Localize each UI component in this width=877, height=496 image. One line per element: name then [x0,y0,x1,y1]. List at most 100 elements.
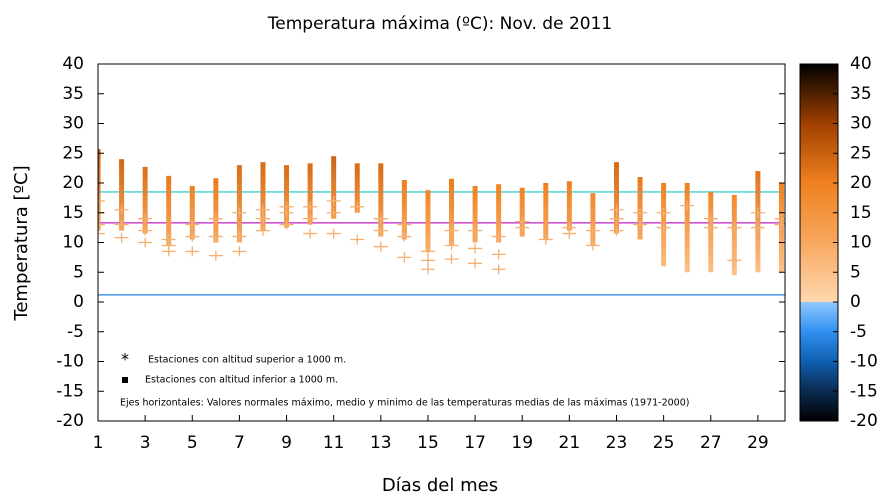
y-tick-label: -15 [56,381,84,401]
plus-marker [255,213,270,224]
plus-marker [185,246,200,257]
colorbar-tick-label: 5 [850,262,861,282]
plus-marker [397,231,412,242]
station-range [260,162,266,231]
plus-marker [232,207,247,218]
y-tick-label: 25 [62,143,84,163]
legend-text: Estaciones con altitud superior a 1000 m… [148,355,346,366]
station-range [755,171,761,273]
plus-marker [397,219,412,230]
plus-marker [491,231,506,242]
station-range [684,183,690,273]
plus-marker [255,204,270,215]
colorbar-tick-label: 25 [850,143,872,163]
x-tick-label: 29 [747,433,769,453]
plus-marker [491,264,506,275]
plus-marker [397,252,412,263]
station-range [307,163,313,225]
plus-marker [326,207,341,218]
plus-marker [727,255,742,266]
plus-marker [326,195,341,206]
plus-marker [727,222,742,233]
station-range [98,149,101,231]
plus-marker [420,255,435,266]
plus-marker [373,241,388,252]
station-range [166,175,172,246]
plus-marker [633,207,648,218]
plus-marker [350,234,365,245]
station-range [425,190,431,252]
x-tick-label: 25 [653,433,675,453]
plus-marker [326,228,341,239]
plus-marker [303,213,318,224]
plus-marker [98,219,105,230]
plus-marker [750,207,765,218]
colorbar-tick-label: 30 [850,114,872,134]
plus-marker [350,201,365,212]
colorbar-tick-label: 20 [850,173,872,193]
x-tick-label: 5 [187,433,198,453]
plus-marker [98,228,105,239]
y-tick-label: 30 [62,114,84,134]
plus-marker [609,225,624,236]
y-tick-label: -5 [67,322,84,342]
station-range [566,181,572,231]
station-range [543,183,549,240]
plus-marker [609,213,624,224]
plus-marker [585,240,600,251]
colorbar-tick-label: -20 [850,411,877,431]
plus-marker [703,222,718,233]
plus-marker [185,219,200,230]
plus-marker [420,246,435,257]
y-tick-label: -10 [56,352,84,372]
plus-marker [161,234,176,245]
plus-marker [420,264,435,275]
x-tick-label: 21 [559,433,581,453]
station-range [119,159,125,231]
plot-frame [97,63,786,422]
plus-marker [255,225,270,236]
plus-marker [114,204,129,215]
legend-text: Estaciones con altitud inferior a 1000 m… [145,375,338,386]
x-tick-label: 11 [323,433,345,453]
plus-marker [656,207,671,218]
x-tick-label: 15 [417,433,439,453]
station-range [401,180,407,240]
plus-marker [279,201,294,212]
colorbar-tick-label: 10 [850,233,872,253]
station-range [472,185,478,243]
plus-marker [609,204,624,215]
x-axis-label: Días del mes [382,475,498,496]
plus-marker [774,213,785,224]
plus-marker [444,240,459,251]
plus-marker [750,222,765,233]
plus-marker [208,231,223,242]
x-tick-label: 17 [464,433,486,453]
y-tick-label: 5 [73,262,84,282]
plus-marker [491,249,506,260]
x-tick-label: 19 [511,433,533,453]
station-range [284,165,290,228]
plus-marker [232,231,247,242]
y-tick-label: 0 [73,292,84,312]
x-tick-label: 3 [140,433,151,453]
plus-marker [468,243,483,254]
station-range [142,166,148,234]
colorbar-tick-label: 15 [850,203,872,223]
plus-marker [703,213,718,224]
plus-marker [303,228,318,239]
station-range [519,187,525,237]
plus-marker [585,225,600,236]
x-tick-label: 13 [370,433,392,453]
colorbar-tick-label: 35 [850,84,872,104]
station-range [613,162,619,234]
station-range [354,163,360,213]
plus-marker [562,222,577,233]
station-range [731,194,737,276]
plus-marker [373,213,388,224]
station-range [590,193,596,246]
colorbar-tick-label: -10 [850,352,877,372]
plus-marker [468,258,483,269]
plus-marker [114,219,129,230]
plus-marker [114,232,129,243]
